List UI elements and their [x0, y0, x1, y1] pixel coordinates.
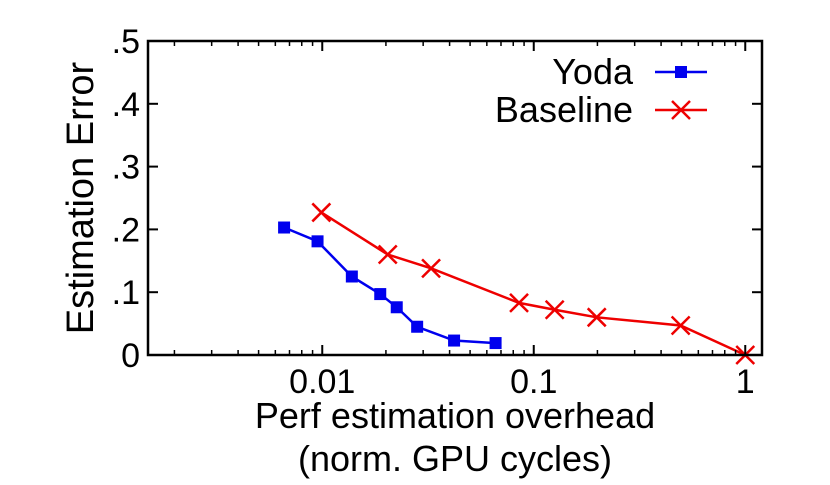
data-point-baseline	[311, 202, 332, 223]
plot-area	[278, 202, 756, 365]
data-point-yoda	[345, 270, 358, 283]
data-point-yoda	[311, 235, 324, 248]
legend-marker-yoda	[675, 66, 687, 78]
data-point-baseline	[377, 244, 398, 265]
legend-label-yoda: Yoda	[552, 51, 634, 92]
y-tick-label: .5	[112, 23, 140, 61]
data-point-baseline	[670, 315, 691, 336]
legend-label-baseline: Baseline	[495, 89, 633, 130]
data-point-yoda	[411, 320, 424, 333]
data-point-yoda	[374, 288, 387, 301]
y-tick-label: .4	[112, 86, 140, 124]
plot-frame	[146, 39, 764, 357]
y-tick-label: 0	[121, 337, 140, 375]
x-tick-label: 0.01	[289, 363, 355, 401]
x-axis: 0.01 0.1 1	[173, 41, 755, 401]
data-point-baseline	[544, 299, 565, 320]
data-point-baseline	[421, 258, 441, 279]
y-axis: 0 .1 .2 .3 .4 .5	[112, 23, 762, 375]
x-tick-label: 0.1	[510, 363, 557, 401]
y-tick-label: .1	[112, 274, 140, 312]
y-tick-label: .2	[112, 211, 140, 249]
x-axis-label-line2: (norm. GPU cycles)	[298, 438, 612, 479]
y-tick-label: .3	[112, 149, 140, 187]
data-point-yoda	[390, 301, 403, 314]
x-tick-label: 1	[736, 363, 755, 401]
data-point-yoda	[278, 221, 291, 234]
series-line-baseline	[320, 211, 746, 357]
data-point-yoda	[489, 337, 502, 350]
y-axis-label: Estimation Error	[60, 61, 102, 334]
x-axis-label-line1: Perf estimation overhead	[255, 395, 655, 436]
data-point-baseline	[509, 292, 529, 313]
data-point-baseline	[586, 307, 607, 328]
legend-marker-baseline	[671, 100, 691, 120]
data-point-yoda	[448, 334, 461, 347]
